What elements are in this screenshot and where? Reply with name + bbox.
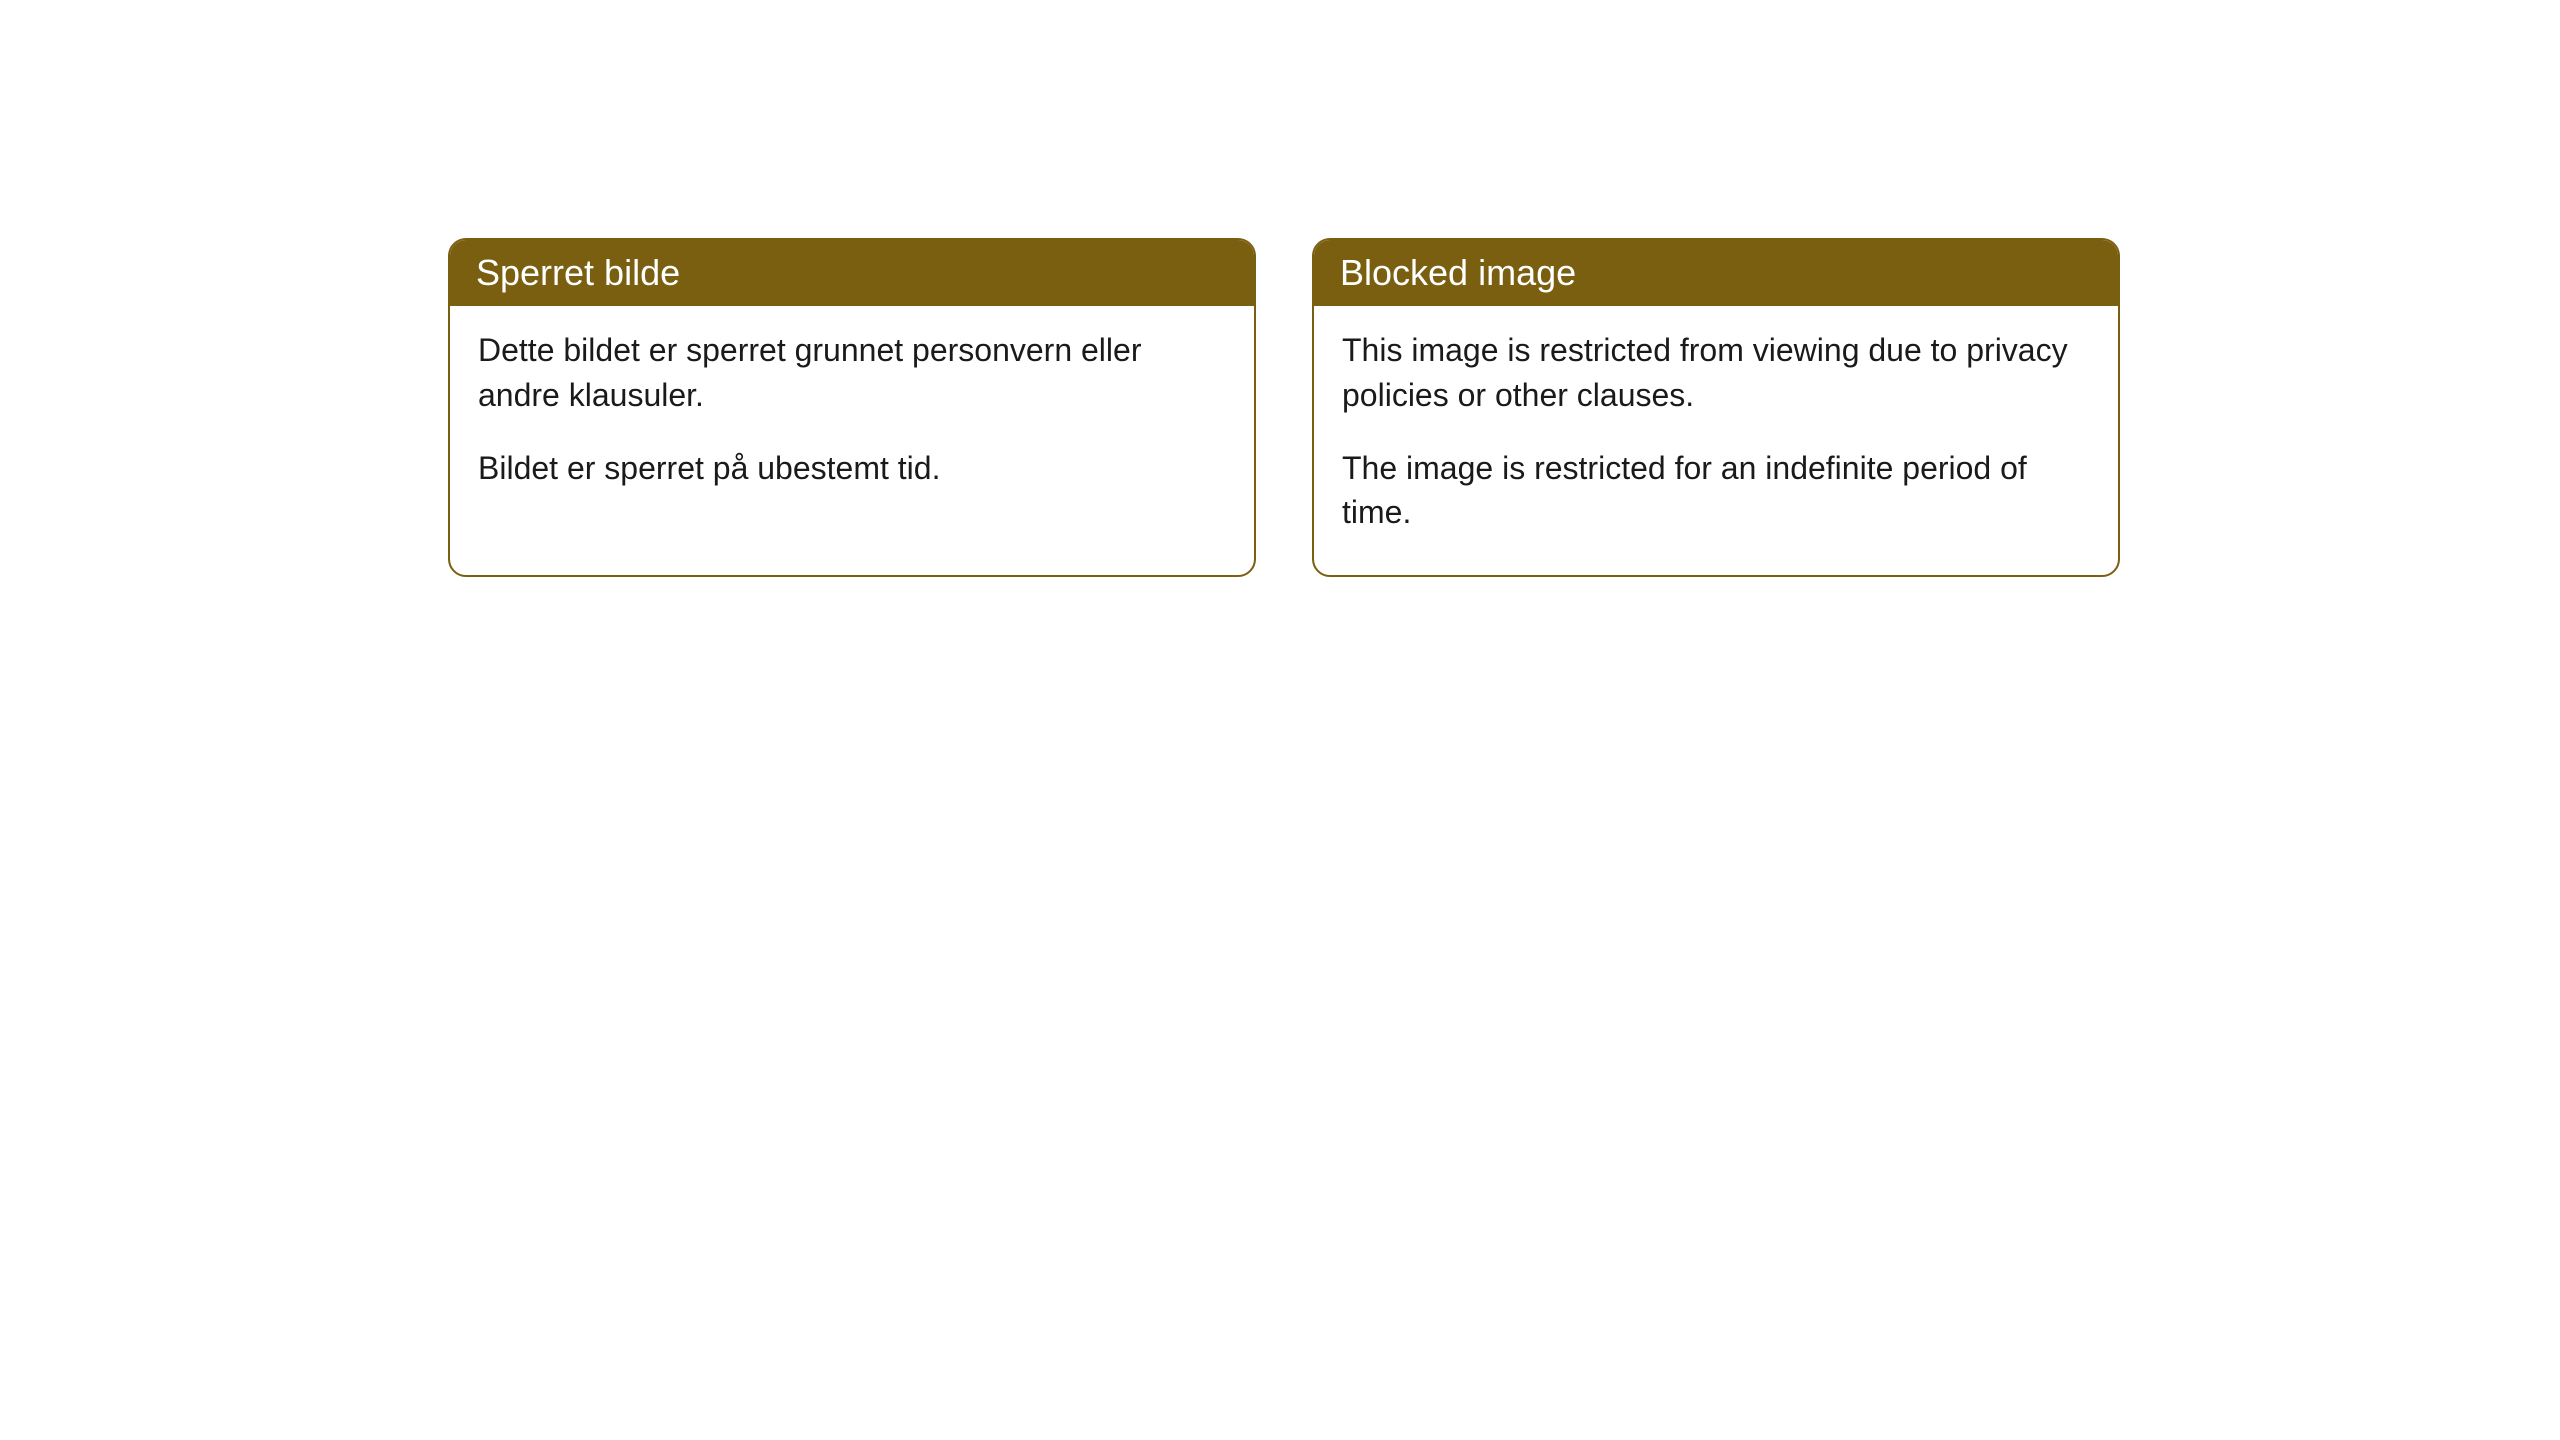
notice-cards-container: Sperret bilde Dette bildet er sperret gr… — [448, 238, 2120, 577]
card-title: Blocked image — [1340, 252, 1576, 293]
card-body: Dette bildet er sperret grunnet personve… — [450, 306, 1254, 530]
card-body: This image is restricted from viewing du… — [1314, 306, 2118, 575]
card-paragraph: The image is restricted for an indefinit… — [1342, 446, 2090, 536]
card-paragraph: Dette bildet er sperret grunnet personve… — [478, 328, 1226, 418]
card-paragraph: This image is restricted from viewing du… — [1342, 328, 2090, 418]
card-header: Blocked image — [1314, 240, 2118, 306]
card-paragraph: Bildet er sperret på ubestemt tid. — [478, 446, 1226, 491]
card-title: Sperret bilde — [476, 252, 680, 293]
notice-card-norwegian: Sperret bilde Dette bildet er sperret gr… — [448, 238, 1256, 577]
notice-card-english: Blocked image This image is restricted f… — [1312, 238, 2120, 577]
card-header: Sperret bilde — [450, 240, 1254, 306]
